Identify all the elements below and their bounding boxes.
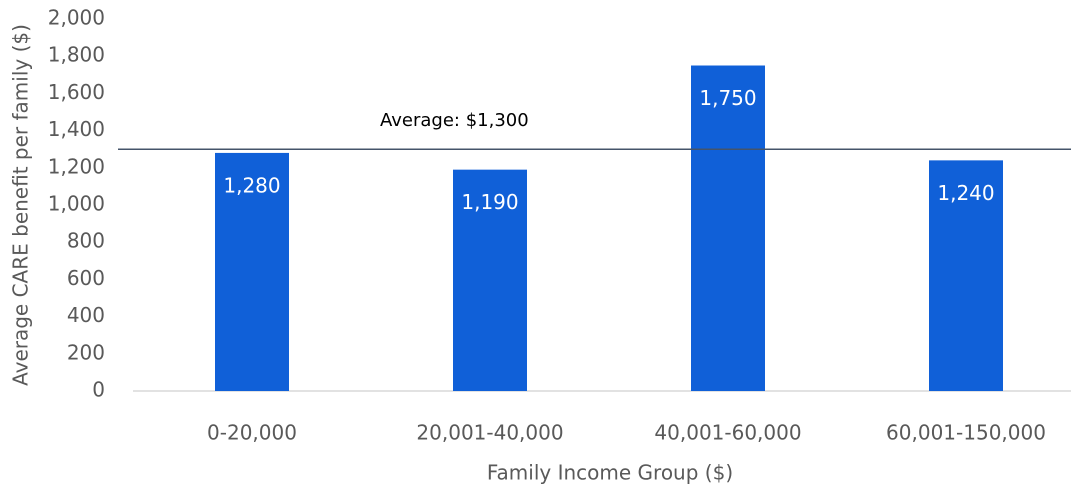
- data-label: 1,280: [223, 173, 280, 197]
- y-tick-label: 1,400: [48, 117, 105, 141]
- y-tick-label: 1,600: [48, 80, 105, 104]
- y-tick-label: 1,800: [48, 43, 105, 67]
- bar: [453, 169, 527, 391]
- y-tick-label: 0: [92, 378, 105, 402]
- x-tick-label: 60,001-150,000: [886, 421, 1046, 445]
- y-tick-label: 600: [67, 266, 105, 290]
- y-tick-label: 200: [67, 340, 105, 364]
- y-tick-label: 2,000: [48, 6, 105, 30]
- y-axis-title: Average CARE benefit per family ($): [9, 24, 33, 386]
- bar: [215, 152, 289, 391]
- x-tick-label: 20,001-40,000: [416, 421, 563, 445]
- y-tick-label: 1,200: [48, 154, 105, 178]
- data-label: 1,750: [699, 86, 756, 110]
- average-label: Average: $1,300: [380, 110, 529, 131]
- y-tick-label: 400: [67, 303, 105, 327]
- bar: [691, 65, 765, 391]
- y-tick-label: 1,000: [48, 192, 105, 216]
- x-tick-label: 40,001-60,000: [654, 421, 801, 445]
- data-label: 1,240: [937, 181, 994, 205]
- bar: [929, 160, 1003, 391]
- data-label: 1,190: [461, 190, 518, 214]
- y-tick-label: 800: [67, 229, 105, 253]
- x-tick-label: 0-20,000: [207, 421, 297, 445]
- x-axis-title: Family Income Group ($): [487, 461, 733, 485]
